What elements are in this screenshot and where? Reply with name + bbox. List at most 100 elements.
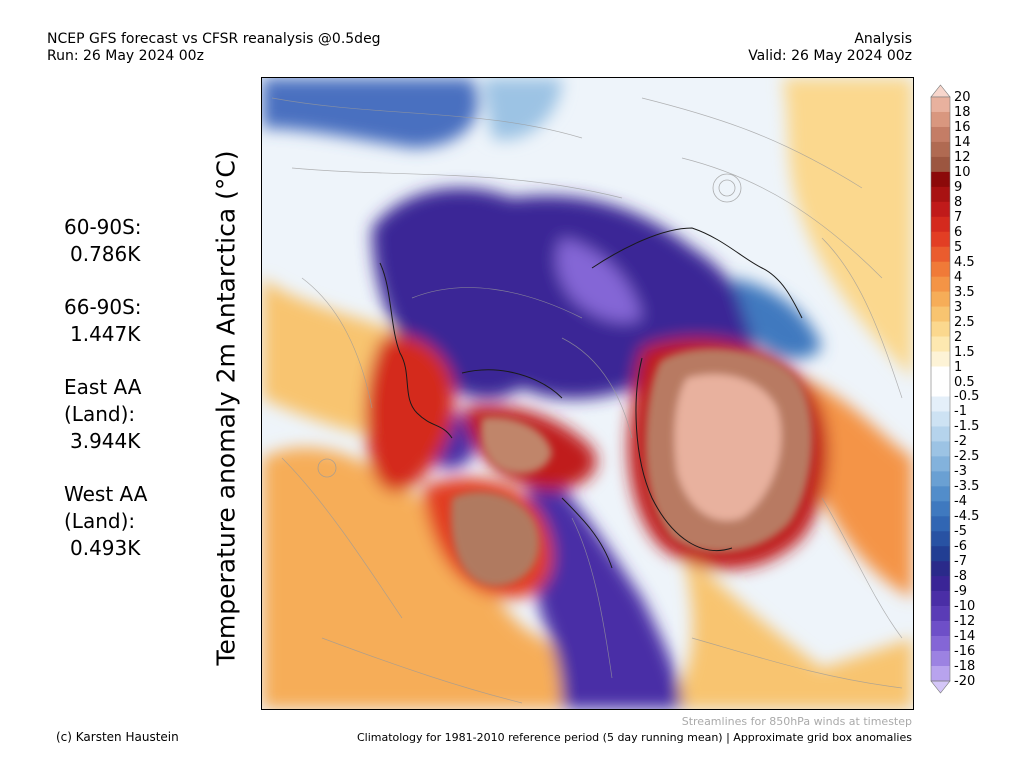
colorbar-segment [931,366,950,382]
streamline [281,457,403,619]
colorbar-tick-label: 2 [954,329,963,345]
colorbar-tick-label: -8 [954,569,967,585]
cold-region-east-coast [732,278,822,359]
regional-stats: 60-90S: 0.786K 66-90S: 1.447K East AA (L… [64,214,147,588]
colorbar-segment [931,351,950,367]
colorbar-svg [930,84,951,694]
colorbar-tick-label: -6 [954,539,967,555]
colorbar-segment [931,246,950,263]
streamline [561,337,633,439]
colorbar-tick-label: 4 [954,269,963,285]
colorbar-segment [931,216,950,233]
streamline [571,517,613,679]
colorbar-segment [931,471,950,487]
colorbar-segment [931,591,950,607]
colorbar-tick-label: -1 [954,404,967,420]
colorbar-segment [931,606,950,622]
colorbar-tick-label: -18 [954,659,976,675]
streamline [681,157,883,279]
coastline-south [561,497,613,569]
colorbar-segment [931,666,950,682]
colorbar-segment [931,411,950,427]
warm-ring-west [365,335,455,492]
coastline [379,227,803,569]
credit: (c) Karsten Haustein [56,730,179,744]
colorbar-segment [931,396,950,412]
warmest-core-east-antarctica [674,374,782,521]
coldest-patch [556,238,642,322]
colorbar-tick-label: 1 [954,359,963,375]
warm-region-northeast [782,78,913,378]
coastline-east [635,357,733,552]
streamlines [271,97,903,704]
colorbar-segment [931,561,950,577]
colorbar-tick-label: -12 [954,614,976,630]
cool-region-north [482,78,562,140]
colorbar-segment [931,97,950,113]
colorbar-segment [931,126,950,143]
colorbar-tick-label: 7 [954,209,963,225]
colorbar-segment [931,276,950,292]
colorbar-tick-label: -4 [954,494,967,510]
model-title: NCEP GFS forecast vs CFSR reanalysis @0.… [47,31,381,47]
colorbar-segment [931,426,950,442]
stat-label: East AA (Land): [64,375,142,426]
colorbar-segment [931,291,950,307]
warm-region-southeast [662,548,913,709]
stat-east-aa: East AA (Land): 3.944K [64,374,147,455]
streamline [821,497,903,639]
coastline-weddell [461,369,563,399]
colorbar-tick-label: 10 [954,164,971,180]
colorbar-tick-label: 8 [954,194,963,210]
colorbar-tick-label: -20 [954,674,976,689]
coastline-ross [591,227,803,319]
colorbar-segment [931,231,950,248]
stat-value: 3.944K [70,429,141,453]
colorbar-tick-label: 2.5 [954,314,975,330]
colorbar-tick-label: -9 [954,584,967,600]
warm-region-southwest [262,447,567,709]
colorbar-tick-label: 12 [954,149,971,165]
warm-region-east [802,378,913,598]
colorbar-tick-label: -0.5 [954,389,980,405]
colorbar-segment [931,156,950,173]
cyclone-circle [317,458,337,478]
colorbar-tick-label: 5 [954,239,963,255]
streamline [821,237,903,399]
streamline [301,277,373,409]
colorbar-tick-label: -3 [954,464,967,480]
stat-60-90s: 60-90S: 0.786K [64,214,147,268]
colorbar-segment [931,486,950,502]
colorbar-segment [931,201,950,218]
stat-label: 60-90S: [64,215,142,239]
streamline [271,97,583,139]
colorbar-tick-label: 1.5 [954,344,975,360]
valid-block: Analysis Valid: 26 May 2024 00z [748,31,912,65]
warm-blob-west [451,491,540,587]
colorbar-segment [931,381,950,397]
colorbar-overflow-max [930,84,951,98]
colorbar-overflow-min [930,680,951,694]
valid-time: Valid: 26 May 2024 00z [748,48,912,64]
colorbar [930,84,951,694]
cold-region-northwest [262,78,479,148]
streamline [291,167,623,199]
colorbar-tick-label: 4.5 [954,254,975,270]
colorbar-tick-label: 6 [954,224,963,240]
run-time: Run: 26 May 2024 00z [47,48,204,64]
colorbar-frame [930,96,951,682]
colorbar-tick-label: 0.5 [954,374,975,390]
stat-66-90s: 66-90S: 1.447K [64,294,147,348]
coastline-peninsula [379,262,453,439]
colorbar-tick-label: 16 [954,119,971,135]
streamline-note: Streamlines for 850hPa winds at timestep [681,715,912,728]
colorbar-tick-label: -1.5 [954,419,980,435]
colorbar-segment [931,186,950,203]
colorbar-tick-label: -5 [954,524,967,540]
colorbar-segment [931,261,950,277]
anomaly-map-svg [262,78,913,709]
title-block: NCEP GFS forecast vs CFSR reanalysis @0.… [47,31,381,65]
colorbar-segment [931,441,950,457]
colorbar-segment [931,546,950,562]
colorbar-segment [931,516,950,532]
